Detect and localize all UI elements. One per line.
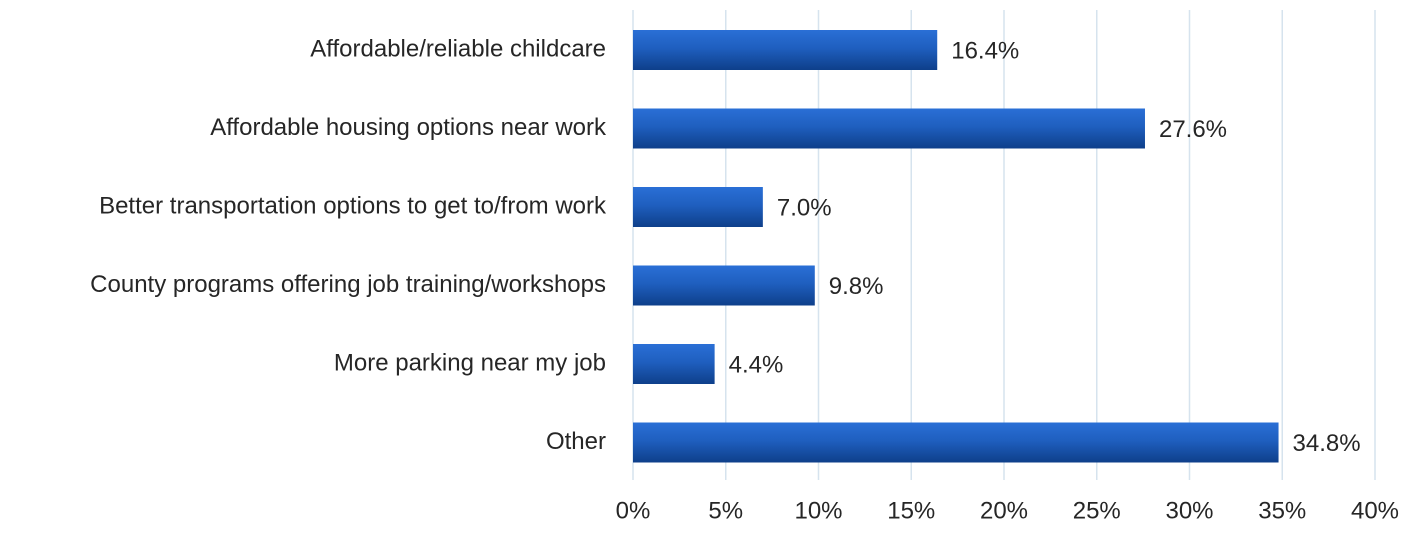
x-tick-label: 20% [980, 497, 1028, 524]
category-label: Other [546, 428, 606, 455]
category-label: County programs offering job training/wo… [90, 271, 606, 298]
bar [633, 30, 938, 70]
bar [633, 187, 763, 227]
bar [633, 108, 1145, 149]
x-tick-label: 35% [1258, 497, 1306, 524]
bar [633, 422, 1279, 463]
data-label: 16.4% [951, 37, 1019, 64]
bar [633, 344, 715, 384]
x-tick-label: 25% [1073, 497, 1121, 524]
x-tick-label: 5% [708, 497, 743, 524]
category-label: Better transportation options to get to/… [99, 192, 607, 219]
x-axis-tick-labels: 0% 5% 10% 15% 20% 25% 30% 35% 40% [616, 497, 1399, 524]
category-labels: Affordable/reliable childcare Affordable … [90, 35, 607, 455]
bars [633, 30, 1279, 463]
data-labels: 16.4% 27.6% 7.0% 9.8% 4.4% 34.8% [729, 37, 1361, 457]
bar [633, 265, 815, 306]
data-label: 4.4% [729, 351, 784, 378]
data-label: 34.8% [1293, 430, 1361, 457]
x-tick-label: 10% [794, 497, 842, 524]
x-tick-label: 0% [616, 497, 651, 524]
category-label: More parking near my job [334, 349, 606, 376]
x-tick-label: 30% [1165, 497, 1213, 524]
data-label: 9.8% [829, 273, 884, 300]
category-label: Affordable/reliable childcare [310, 35, 606, 62]
x-tick-label: 40% [1351, 497, 1399, 524]
gridlines [632, 10, 1376, 480]
category-label: Affordable housing options near work [210, 114, 607, 141]
data-label: 7.0% [777, 194, 832, 221]
x-tick-label: 15% [887, 497, 935, 524]
data-label: 27.6% [1159, 116, 1227, 143]
